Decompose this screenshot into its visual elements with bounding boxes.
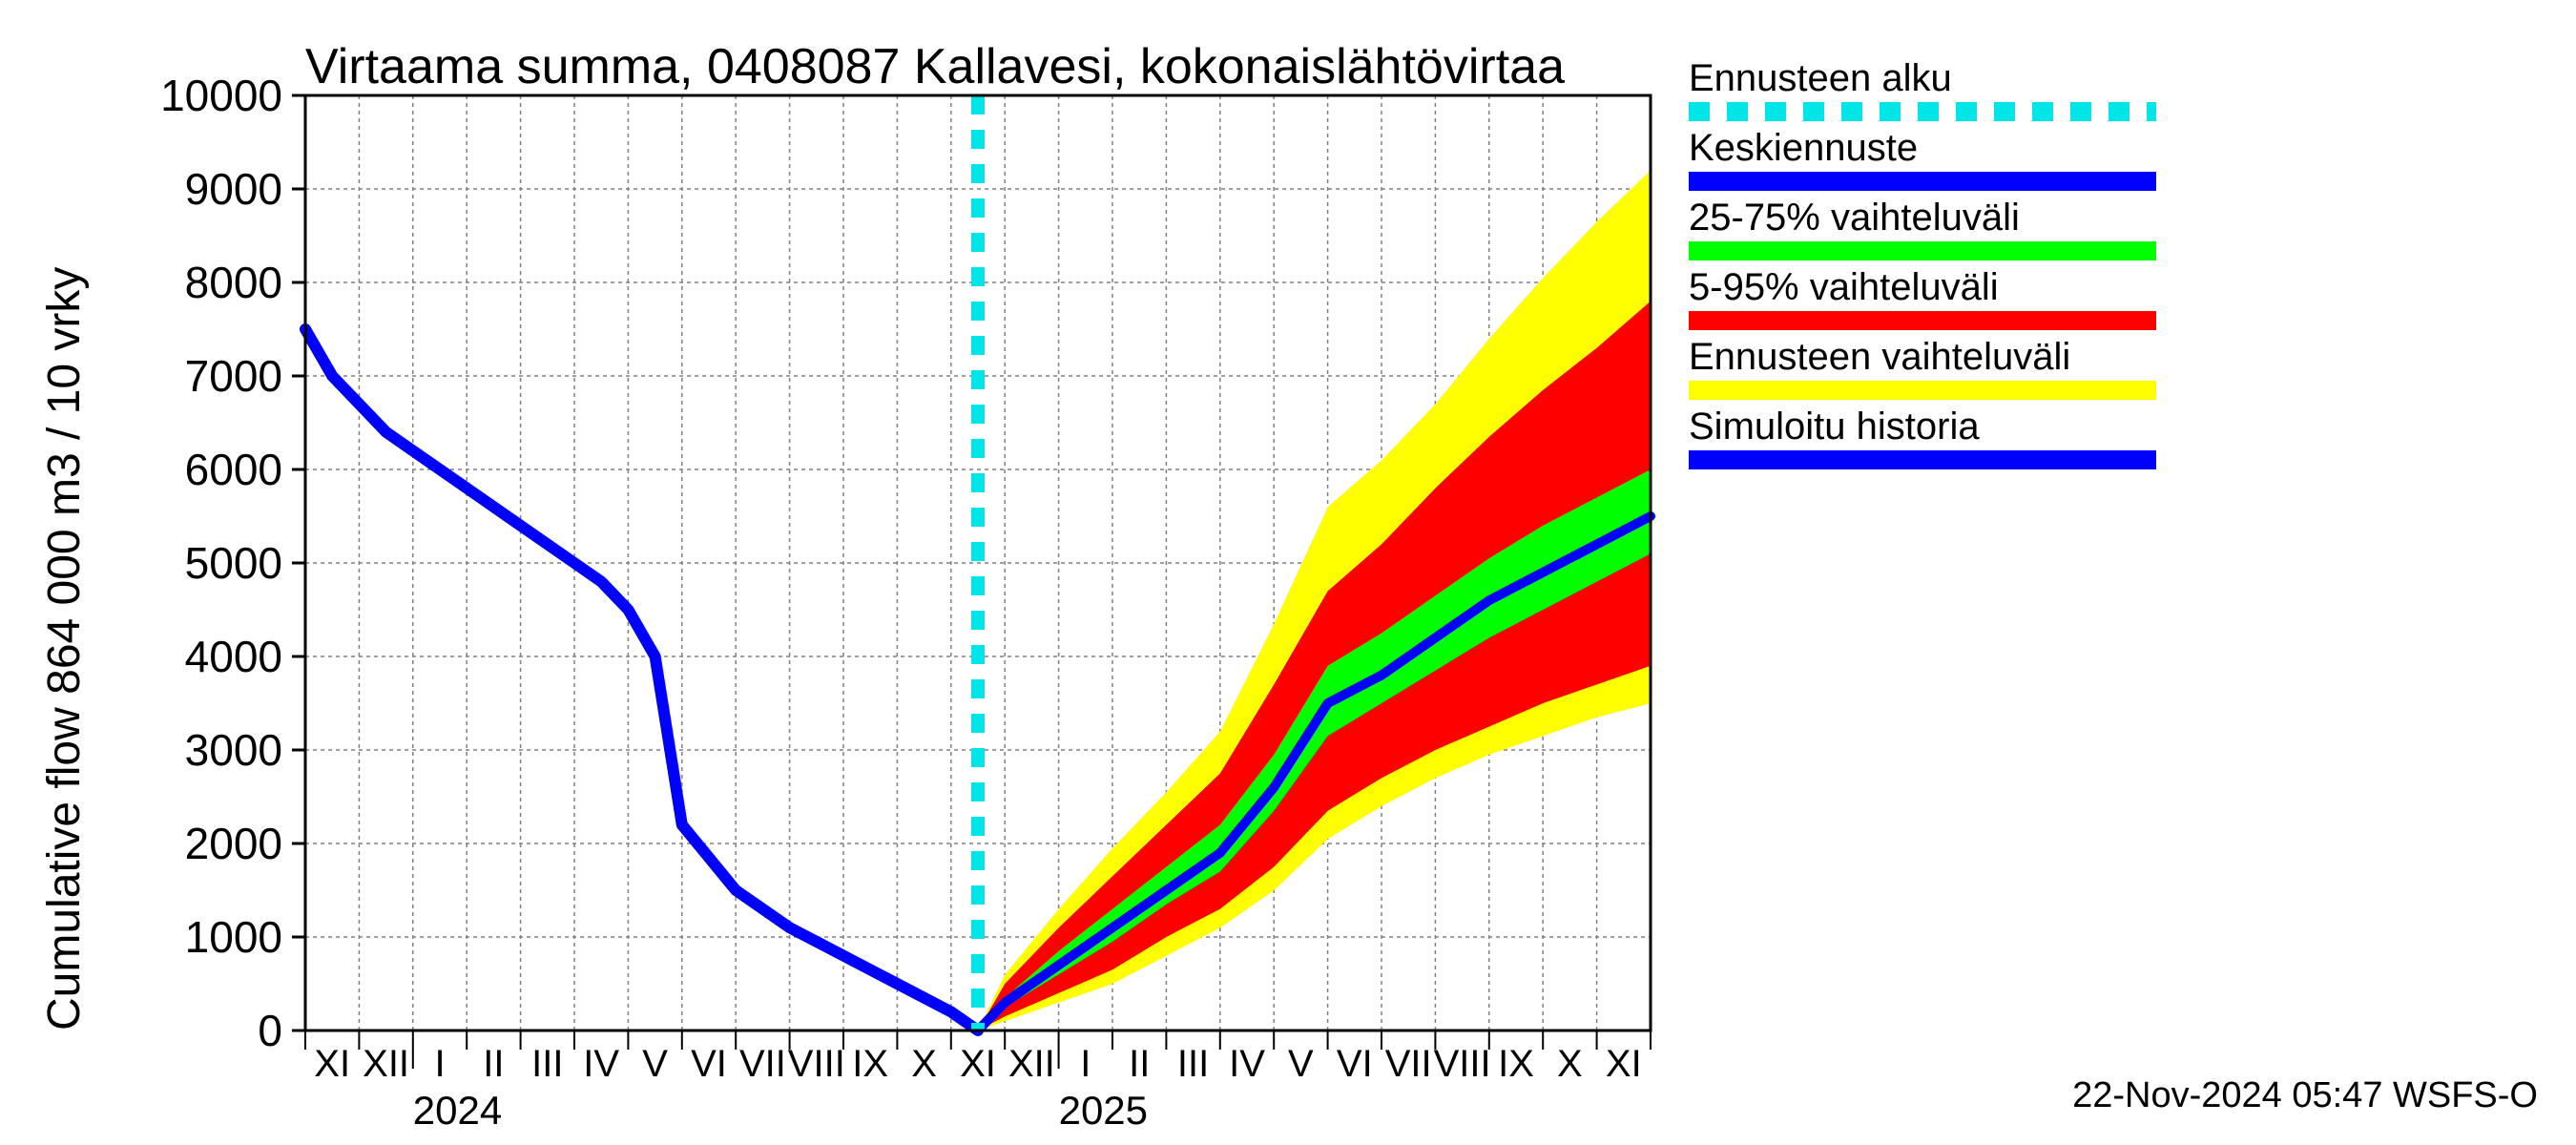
svg-text:3000: 3000: [185, 725, 282, 775]
svg-text:III: III: [1177, 1043, 1209, 1085]
svg-text:2024: 2024: [413, 1088, 502, 1133]
svg-text:6000: 6000: [185, 445, 282, 494]
legend-label: Ennusteen alku: [1689, 57, 2538, 100]
svg-text:XII: XII: [363, 1043, 409, 1085]
legend-item: 5-95% vaihteluväli: [1689, 266, 2538, 330]
svg-text:0: 0: [258, 1006, 282, 1055]
svg-text:II: II: [1129, 1043, 1150, 1085]
chart-title: Virtaama summa, 0408087 Kallavesi, kokon…: [305, 38, 1565, 95]
svg-text:VIII: VIII: [1434, 1043, 1491, 1085]
svg-text:XII: XII: [1008, 1043, 1055, 1085]
svg-text:VI: VI: [691, 1043, 727, 1085]
legend: Ennusteen alku Keskiennuste 25-75% vaihtel…: [1689, 57, 2538, 475]
svg-text:7000: 7000: [185, 351, 282, 401]
legend-label: Simuloitu historia: [1689, 406, 2538, 448]
svg-text:9000: 9000: [185, 164, 282, 214]
svg-text:5000: 5000: [185, 538, 282, 588]
svg-text:XI: XI: [314, 1043, 350, 1085]
svg-text:VII: VII: [1385, 1043, 1432, 1085]
legend-item: Ennusteen alku: [1689, 57, 2538, 121]
legend-item: Simuloitu historia: [1689, 406, 2538, 469]
legend-swatch: [1689, 311, 2156, 330]
svg-text:4000: 4000: [185, 632, 282, 681]
svg-text:III: III: [531, 1043, 563, 1085]
legend-swatch: [1689, 450, 2156, 469]
svg-text:IX: IX: [1498, 1043, 1534, 1085]
svg-text:IV: IV: [583, 1043, 619, 1085]
svg-text:IX: IX: [852, 1043, 888, 1085]
chart-container: Virtaama summa, 0408087 Kallavesi, kokon…: [0, 0, 2576, 1145]
svg-text:XI: XI: [960, 1043, 996, 1085]
svg-text:8000: 8000: [185, 258, 282, 307]
svg-text:XI: XI: [1606, 1043, 1642, 1085]
legend-label: 25-75% vaihteluväli: [1689, 197, 2538, 239]
legend-swatch: [1689, 172, 2156, 191]
svg-text:1000: 1000: [185, 912, 282, 962]
legend-label: 5-95% vaihteluväli: [1689, 266, 2538, 309]
svg-text:2000: 2000: [185, 819, 282, 868]
svg-text:X: X: [1557, 1043, 1583, 1085]
legend-item: Keskiennuste: [1689, 127, 2538, 191]
svg-text:X: X: [911, 1043, 937, 1085]
svg-text:10000: 10000: [160, 71, 282, 120]
legend-item: Ennusteen vaihteluväli: [1689, 336, 2538, 400]
svg-text:VII: VII: [739, 1043, 786, 1085]
y-axis-label: Cumulative flow 864 000 m3 / 10 vrky: [38, 267, 91, 1030]
svg-text:VIII: VIII: [788, 1043, 845, 1085]
legend-item: 25-75% vaihteluväli: [1689, 197, 2538, 260]
legend-swatch: [1689, 381, 2156, 400]
legend-label: Keskiennuste: [1689, 127, 2538, 170]
legend-label: Ennusteen vaihteluväli: [1689, 336, 2538, 379]
svg-text:I: I: [434, 1043, 445, 1085]
svg-text:2025: 2025: [1059, 1088, 1148, 1133]
legend-swatch: [1689, 102, 2156, 121]
svg-text:IV: IV: [1229, 1043, 1265, 1085]
chart-footer: 22-Nov-2024 05:47 WSFS-O: [2072, 1075, 2538, 1116]
svg-text:V: V: [1288, 1043, 1314, 1085]
svg-text:II: II: [483, 1043, 504, 1085]
svg-text:I: I: [1080, 1043, 1091, 1085]
legend-swatch: [1689, 241, 2156, 260]
svg-text:V: V: [642, 1043, 668, 1085]
svg-text:VI: VI: [1337, 1043, 1373, 1085]
